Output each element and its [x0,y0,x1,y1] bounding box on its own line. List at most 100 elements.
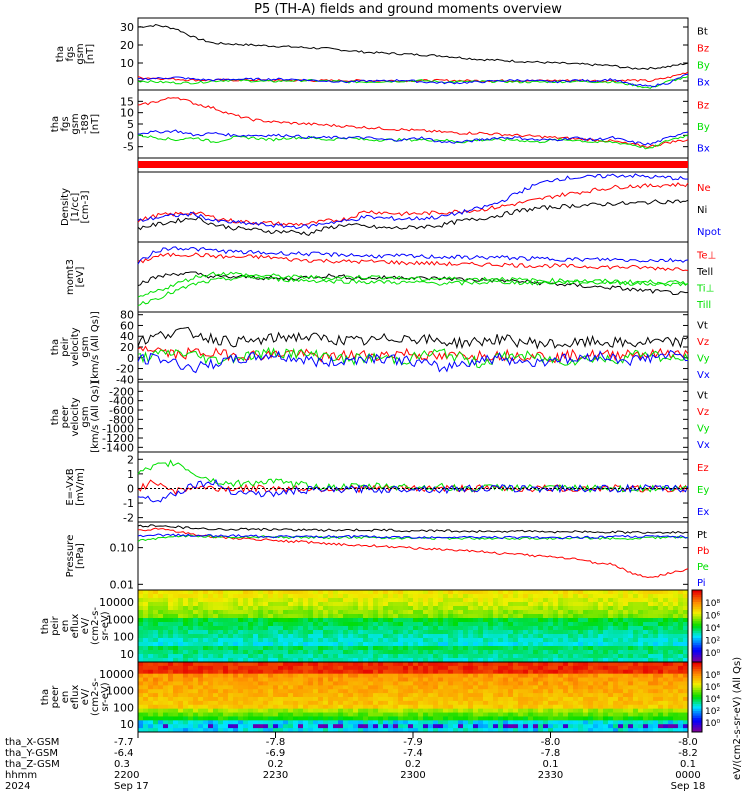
heatmap-cell [428,598,434,603]
heatmap-cell [413,693,419,698]
colorbar-tick: 10⁴ [705,695,720,705]
heatmap-cell [423,622,429,627]
heatmap-cell [388,630,394,635]
heatmap-cell [518,654,524,659]
heatmap-cell [483,614,489,619]
heatmap-cell [438,720,444,725]
heatmap-cell [538,720,544,725]
heatmap-cell [183,594,189,599]
heatmap-cell [258,646,264,651]
heatmap-cell [403,673,409,678]
heatmap-cell [138,728,144,733]
heatmap-cell [383,602,389,607]
heatmap-cell [268,673,274,678]
heatmap-cell [188,606,194,611]
heatmap-cell [483,594,489,599]
heatmap-cell [543,704,549,710]
heatmap-cell [218,594,224,599]
heatmap-cell [408,700,414,706]
heatmap-cell [253,646,259,651]
heatmap-cell [283,622,289,627]
heatmap-cell [548,724,554,729]
heatmap-cell [383,681,389,686]
y-label: momt3 [65,259,76,295]
heatmap-cell [628,606,634,611]
heatmap-cell [593,720,599,725]
heatmap-cell [203,708,209,713]
heatmap-cell [518,658,524,663]
heatmap-cell [583,673,589,678]
heatmap-cell [318,693,324,698]
heatmap-cell [388,681,394,686]
colorbar-cell [692,650,702,653]
heatmap-cell [338,614,344,619]
heatmap-cell [448,720,454,725]
heatmap-cell [513,638,519,643]
heatmap-cell [533,708,539,713]
heatmap-cell [428,602,434,607]
heatmap-cell [508,724,514,729]
heatmap-cell [283,590,289,595]
heatmap-cell [268,700,274,706]
heatmap-cell [603,720,609,725]
heatmap-cell [338,610,344,615]
heatmap-cell [388,606,394,611]
heatmap-cell [608,646,614,651]
heatmap-cell [248,590,254,595]
heatmap-cell [488,677,494,682]
heatmap-cell [203,700,209,706]
heatmap-cell [463,712,469,717]
heatmap-cell [603,665,609,671]
heatmap-cell [243,716,249,721]
heatmap-cell [598,626,604,631]
heatmap-cell [143,614,149,619]
heatmap-cell [623,642,629,647]
heatmap-cell [623,606,629,611]
heatmap-cell [478,590,484,595]
heatmap-cell [663,622,669,627]
heatmap-cell [183,614,189,619]
heatmap-cell [293,681,299,686]
heatmap-cell [638,654,644,659]
heatmap-cell [278,646,284,651]
heatmap-cell [648,685,654,690]
heatmap-cell [523,716,529,721]
x-tick-label: -6.9 [266,748,286,759]
heatmap-cell [253,716,259,721]
heatmap-cell [388,724,394,729]
heatmap-cell [448,681,454,686]
heatmap-cell [323,594,329,599]
heatmap-cell [293,728,299,733]
heatmap-cell [243,654,249,659]
heatmap-cell [418,658,424,663]
colorbar-cell [692,678,702,682]
heatmap-cell [318,634,324,639]
heatmap-cell [588,650,594,655]
heatmap-cell [408,716,414,721]
heatmap-cell [603,712,609,717]
heatmap-cell [323,728,329,733]
y-tick-label: 10 [120,648,134,661]
heatmap-cell [303,685,309,690]
heatmap-cell [648,606,654,611]
heatmap-cell [558,662,564,667]
heatmap-cell [408,662,414,667]
heatmap-cell [588,693,594,698]
heatmap-cell [563,669,569,675]
heatmap-cell [553,697,559,702]
heatmap-cell [298,626,304,631]
heatmap-cell [503,618,509,623]
heatmap-cell [468,720,474,725]
heatmap-cell [183,662,189,667]
heatmap-cell [433,598,439,603]
heatmap-cell [673,693,679,698]
heatmap-cell [493,622,499,627]
heatmap-cell [313,598,319,603]
heatmap-cell [188,669,194,675]
heatmap-cell [318,606,324,611]
heatmap-cell [433,638,439,643]
heatmap-cell [458,654,464,659]
heatmap-cell [368,689,374,694]
heatmap-cell [423,693,429,698]
heatmap-cell [273,728,279,733]
